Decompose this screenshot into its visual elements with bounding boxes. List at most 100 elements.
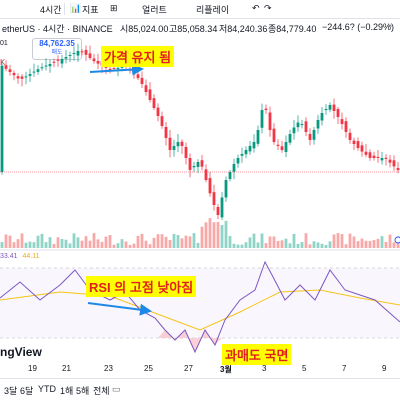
range-6m[interactable]: 6달 xyxy=(20,386,34,396)
candle-body xyxy=(108,68,112,70)
price-box-value: 84,762.35 xyxy=(39,39,75,48)
interval-selector[interactable]: 4시간 xyxy=(40,5,62,15)
candle-body xyxy=(88,53,92,58)
volume-bar xyxy=(332,234,336,248)
candle-body xyxy=(396,168,400,171)
settings-icon[interactable]: ⌃ xyxy=(386,23,394,33)
range-3m[interactable]: 3달 xyxy=(4,386,18,396)
candle-body xyxy=(112,68,116,70)
candle-body xyxy=(200,160,204,167)
volume-bar xyxy=(168,240,172,248)
volume-bar xyxy=(16,239,20,248)
candle-body xyxy=(376,156,380,158)
volume-bar xyxy=(92,233,96,248)
time-axis[interactable]: 19 21 23 25 27 3월 3 5 7 9 xyxy=(0,362,400,376)
volume-bar xyxy=(248,237,252,248)
volume-bar xyxy=(148,244,152,248)
candle-body xyxy=(324,109,328,111)
indicators-button[interactable]: 지표 xyxy=(82,5,99,15)
candle-body xyxy=(352,140,356,144)
volume-bar xyxy=(308,244,312,248)
range-1y[interactable]: 1해 xyxy=(60,386,74,396)
range-all[interactable]: 전체 xyxy=(93,386,110,396)
volume-bar xyxy=(360,238,364,248)
candle-body xyxy=(56,59,60,61)
candle-body xyxy=(160,116,164,126)
volume-bar xyxy=(0,242,4,248)
rsi-ma-line xyxy=(0,289,400,331)
candle-body xyxy=(388,159,392,163)
x-tick: 23 xyxy=(104,364,113,373)
volume-bar xyxy=(140,233,144,248)
undo-icon[interactable]: ↶ xyxy=(252,3,260,13)
symbol-name[interactable]: etherUS · 4시간 · BINANCE xyxy=(2,24,113,34)
candle-body xyxy=(216,206,220,215)
volume-bar xyxy=(384,241,388,248)
volume-bar xyxy=(260,233,264,248)
volume-bar xyxy=(48,237,52,248)
candle-body xyxy=(36,69,40,72)
volume-bar xyxy=(24,242,28,248)
volume-bar xyxy=(356,241,360,248)
volume-bar xyxy=(172,234,176,248)
candle-body xyxy=(28,74,32,76)
volume-bar xyxy=(88,240,92,248)
candle-body xyxy=(92,58,96,62)
range-ytd[interactable]: YTD xyxy=(38,384,56,394)
redo-icon[interactable]: ↷ xyxy=(264,3,272,13)
candle-body xyxy=(96,60,100,64)
volume-bar xyxy=(252,233,256,248)
candle-body xyxy=(76,51,80,56)
volume-bar xyxy=(76,237,80,248)
candle-body xyxy=(20,76,24,79)
volume-bar xyxy=(392,242,396,248)
volume-bar xyxy=(284,238,288,248)
rsi-ma-value: 44.11 xyxy=(22,253,40,260)
volume-bar xyxy=(348,233,352,248)
volume-bar xyxy=(20,233,24,248)
volume-bar xyxy=(324,244,328,248)
volume-bar xyxy=(120,239,124,248)
candle-body xyxy=(292,127,296,134)
candle-body xyxy=(332,104,336,111)
candle-body xyxy=(172,146,176,150)
volume-bar xyxy=(220,225,224,248)
volume-bar xyxy=(136,235,140,248)
candle-body xyxy=(164,126,168,138)
replay-button[interactable]: 리플레이 xyxy=(196,5,230,15)
volume-bar xyxy=(304,233,308,248)
x-tick: 3월 xyxy=(220,365,232,374)
range-5y[interactable]: 5해 xyxy=(76,386,90,396)
volume-bar xyxy=(160,234,164,248)
volume-bar xyxy=(28,241,32,248)
candle-body xyxy=(24,76,28,78)
candle-body xyxy=(232,164,236,172)
calendar-icon[interactable]: ▭ xyxy=(112,384,121,394)
candle-body xyxy=(380,158,384,161)
candle-body xyxy=(268,112,272,130)
volume-bar xyxy=(312,241,316,248)
candle-body xyxy=(0,65,4,172)
x-tick: 19 xyxy=(28,364,37,373)
chart-type-icon[interactable]: 📊 xyxy=(70,3,82,13)
alert-button[interactable]: 얼러트 xyxy=(142,5,167,15)
symbol-legend: etherUS · 4시간 · BINANCE 시85,024.00 고85,0… xyxy=(0,20,400,34)
candle-body xyxy=(308,133,312,140)
candle-body xyxy=(312,130,316,140)
volume-bar xyxy=(4,234,8,248)
volume-bar xyxy=(8,235,12,248)
legend-close: 종84,779.40 xyxy=(268,24,317,34)
volume-bar xyxy=(124,241,128,248)
volume-bar xyxy=(236,244,240,248)
candle-body xyxy=(304,121,308,132)
candle-body xyxy=(364,151,368,155)
candle-body xyxy=(280,146,284,150)
layout-icon[interactable]: ⊞ xyxy=(110,3,118,13)
volume-bar xyxy=(200,226,204,248)
volume-bar xyxy=(32,242,36,248)
volume-bar xyxy=(336,233,340,248)
candle-body xyxy=(228,172,232,179)
buy-price-box[interactable]: 84,762.35 매도 xyxy=(32,38,82,60)
candle-body xyxy=(68,55,72,56)
